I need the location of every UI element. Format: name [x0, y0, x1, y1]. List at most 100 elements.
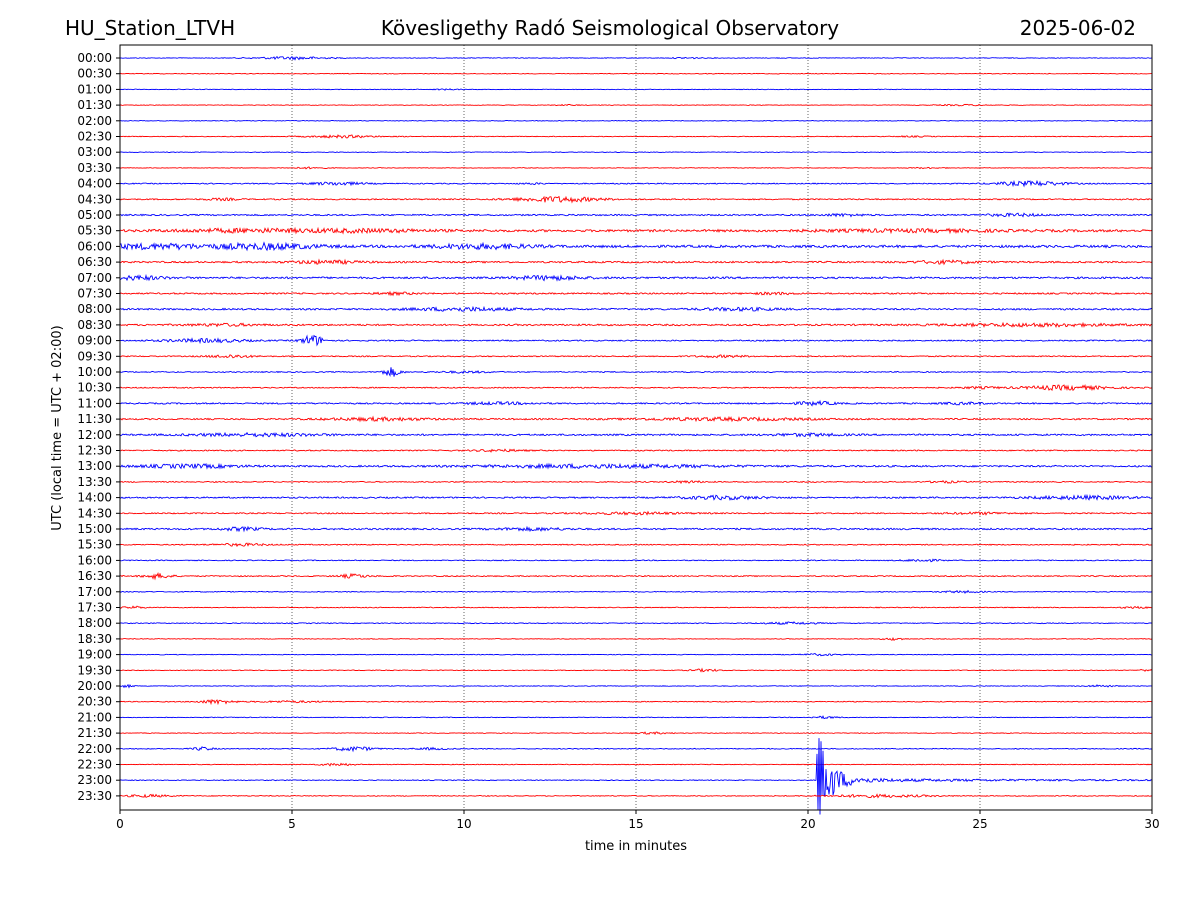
x-tick-label: 0	[116, 817, 124, 831]
trace-1300	[119, 462, 1153, 470]
y-tick-label: 01:30	[77, 98, 112, 112]
y-tick-label: 17:30	[77, 601, 112, 615]
trace-0900	[120, 334, 1153, 347]
trace-0800	[119, 305, 1153, 312]
trace-0830	[119, 321, 1153, 329]
trace-1500	[119, 525, 1153, 533]
seismic-traces	[119, 55, 1153, 815]
y-tick-label: 20:30	[77, 695, 112, 709]
y-tick-label: 15:30	[77, 538, 112, 552]
y-tick-label: 18:30	[77, 632, 112, 646]
trace-1200	[119, 431, 1153, 438]
y-tick-label: 02:30	[77, 130, 112, 144]
y-tick-label: 14:30	[77, 506, 112, 520]
y-tick-label: 19:00	[77, 648, 112, 662]
y-tick-label: 21:30	[77, 726, 112, 740]
trace-0530	[119, 226, 1153, 235]
x-tick-label: 30	[1144, 817, 1159, 831]
trace-2130	[119, 731, 1153, 736]
y-tick-label: 03:00	[77, 145, 112, 159]
y-tick-label: 02:00	[77, 114, 112, 128]
trace-1900	[120, 652, 1152, 657]
trace-1530	[119, 542, 1153, 548]
trace-0930	[119, 354, 1153, 359]
trace-1030	[119, 383, 1153, 392]
x-tick-label: 15	[628, 817, 643, 831]
y-axis-label: UTC (local time = UTC + 02:00)	[50, 325, 65, 530]
trace-0700	[119, 273, 1153, 282]
trace-0400	[119, 179, 1153, 188]
trace-0330	[119, 166, 1153, 170]
x-tick-label: 25	[972, 817, 987, 831]
trace-1430	[119, 510, 1152, 516]
trace-1230	[119, 448, 1153, 453]
x-tick-label: 5	[288, 817, 296, 831]
trace-1630	[119, 571, 1153, 581]
trace-2100	[119, 715, 1152, 720]
y-tick-label: 01:00	[77, 82, 112, 96]
trace-0600	[119, 241, 1153, 252]
y-tick-label: 09:30	[77, 349, 112, 363]
trace-1100	[119, 399, 1153, 407]
trace-2200	[119, 745, 1153, 753]
y-tick-label: 00:00	[77, 51, 112, 65]
y-tick-label: 05:30	[77, 224, 112, 238]
x-axis: 0 5 10 15 20 25 30	[116, 810, 1160, 831]
chart-date: 2025-06-02	[1020, 16, 1136, 40]
y-tick-label: 14:00	[77, 491, 112, 505]
x-tick-label: 20	[800, 817, 815, 831]
trace-0030	[119, 72, 1152, 75]
y-tick-label: 06:00	[77, 239, 112, 253]
y-tick-label: 04:30	[77, 192, 112, 206]
trace-0430	[119, 195, 1153, 204]
y-tick-label: 10:30	[77, 381, 112, 395]
plot-background	[120, 45, 1152, 810]
trace-0630	[119, 258, 1153, 266]
y-tick-label: 11:00	[77, 396, 112, 410]
trace-1700	[119, 589, 1153, 595]
trace-1930	[119, 667, 1153, 673]
trace-2330	[119, 793, 1153, 799]
y-tick-label: 09:00	[77, 334, 112, 348]
chart-title: Kövesligethy Radó Seismological Observat…	[381, 16, 839, 40]
y-tick-label: 23:00	[77, 773, 112, 787]
trace-1600	[119, 558, 1153, 563]
x-axis-label: time in minutes	[585, 839, 687, 854]
y-tick-label: 12:00	[77, 428, 112, 442]
y-tick-label: 13:00	[77, 459, 112, 473]
y-tick-label: 16:30	[77, 569, 112, 583]
trace-0200	[119, 119, 1153, 122]
y-tick-label: 10:00	[77, 365, 112, 379]
y-tick-label: 05:00	[77, 208, 112, 222]
y-tick-label: 13:30	[77, 475, 112, 489]
trace-1000	[119, 367, 1153, 377]
trace-0730	[119, 290, 1153, 297]
y-tick-label: 04:00	[77, 177, 112, 191]
trace-1830	[119, 637, 1153, 642]
trace-2030	[119, 698, 1153, 706]
y-tick-label: 22:00	[77, 742, 112, 756]
y-tick-label: 20:00	[77, 679, 112, 693]
station-name: HU_Station_LTVH	[65, 16, 235, 40]
y-tick-label: 23:30	[77, 789, 112, 803]
y-tick-label: 08:30	[77, 318, 112, 332]
trace-2230	[119, 762, 1153, 767]
trace-0500	[119, 212, 1153, 218]
trace-2300	[119, 738, 1153, 815]
trace-1800	[119, 621, 1153, 626]
y-tick-label: 08:00	[77, 302, 112, 316]
y-tick-label: 16:00	[77, 553, 112, 567]
trace-1730	[119, 605, 1153, 610]
trace-0230	[119, 134, 1153, 139]
trace-0130	[119, 103, 1153, 107]
y-tick-label: 18:00	[77, 616, 112, 630]
y-tick-label: 03:30	[77, 161, 112, 175]
trace-1330	[119, 479, 1153, 485]
y-tick-label: 11:30	[77, 412, 112, 426]
y-tick-label: 22:30	[77, 758, 112, 772]
y-tick-label: 15:00	[77, 522, 112, 536]
y-tick-label: 17:00	[77, 585, 112, 599]
trace-1400	[120, 493, 1153, 501]
